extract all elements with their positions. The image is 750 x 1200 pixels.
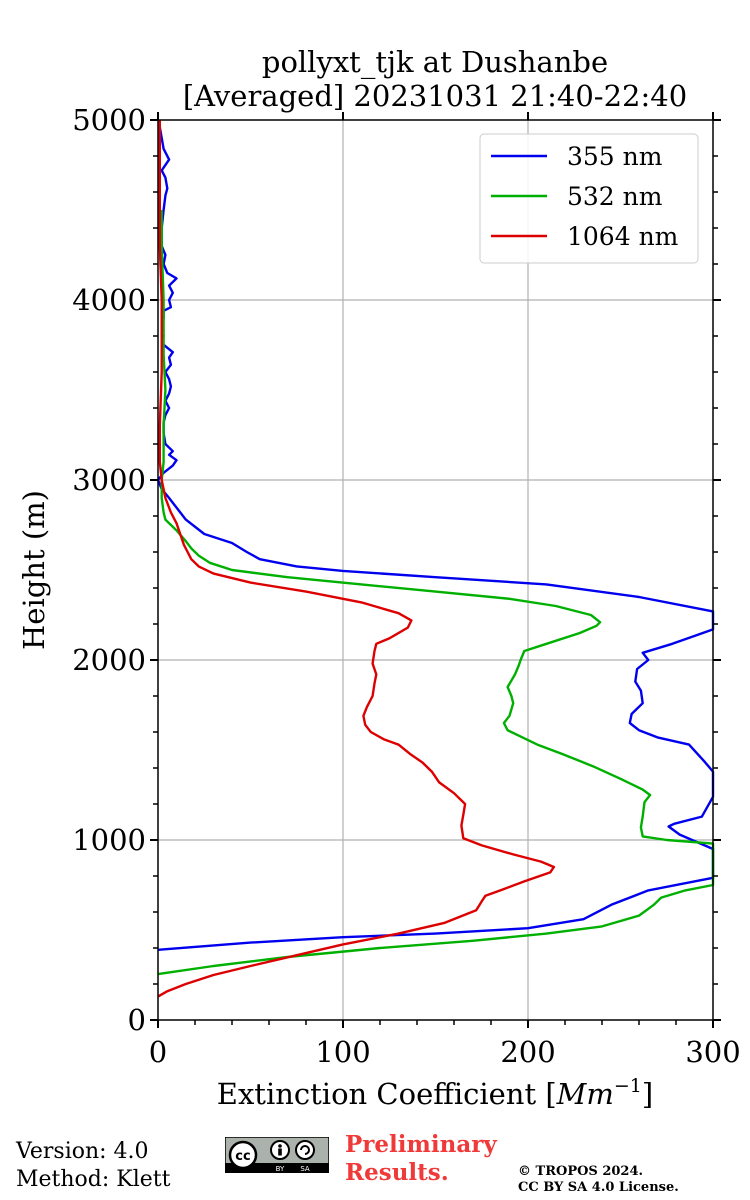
preliminary-notice: Preliminary Results. — [345, 1131, 497, 1187]
x-tick-label: 200 — [500, 1035, 555, 1069]
chart-title-line2: [Averaged] 20231031 21:40-22:40 — [183, 79, 687, 113]
by-icon-head — [278, 1144, 282, 1148]
footer-info: Version: 4.0 Method: Klett — [16, 1138, 170, 1194]
y-tick-label: 3000 — [72, 463, 146, 497]
y-tick-label: 5000 — [72, 103, 146, 137]
axis-ticks — [150, 112, 721, 1028]
y-tick-label: 4000 — [72, 283, 146, 317]
y-tick-label: 1000 — [72, 823, 146, 857]
version-text: Version: 4.0 — [16, 1139, 149, 1164]
plot-frame — [157, 119, 714, 1021]
legend: 355 nm 532 nm 1064 nm — [479, 133, 699, 264]
x-tick-label: 0 — [149, 1035, 167, 1069]
legend-box — [479, 133, 699, 264]
x-axis-label: Extinction Coefficient [Mm−1] — [217, 1075, 653, 1111]
chart-figure: pollyxt_tjk at Dushanbe [Averaged] 20231… — [17, 45, 741, 1111]
legend-label: 1064 nm — [567, 222, 679, 251]
cc-icon-text: cc — [235, 1149, 250, 1164]
copyright-line2: CC BY SA 4.0 License. — [518, 1180, 679, 1195]
copyright-line1: © TROPOS 2024. — [518, 1164, 644, 1179]
by-label: BY — [276, 1165, 285, 1173]
chart-title-line1: pollyxt_tjk at Dushanbe — [262, 45, 608, 80]
y-tick-label: 2000 — [72, 643, 146, 677]
x-tick-label: 100 — [315, 1035, 370, 1069]
legend-label: 355 nm — [567, 142, 663, 171]
cc-icon — [228, 1140, 258, 1170]
grid-lines — [158, 120, 713, 1020]
copyright-notice: © TROPOS 2024. CC BY SA 4.0 License. — [518, 1164, 679, 1196]
legend-label: 532 nm — [567, 182, 663, 211]
series-line-1064-nm — [157, 120, 556, 998]
sa-label: SA — [300, 1165, 310, 1173]
x-tick-label: 300 — [685, 1035, 740, 1069]
cc-license-badge[interactable]: cc BY SA — [225, 1137, 329, 1173]
preliminary-line1: Preliminary — [345, 1131, 497, 1158]
y-axis-label: Height (m) — [17, 490, 51, 650]
y-tick-label: 0 — [128, 1003, 146, 1037]
sa-icon-arrow — [300, 1145, 310, 1155]
preliminary-line2: Results. — [345, 1159, 449, 1186]
method-text: Method: Klett — [16, 1167, 171, 1192]
series-line-532-nm — [157, 210, 715, 976]
sa-icon — [295, 1140, 315, 1160]
by-icon-body — [278, 1148, 282, 1156]
